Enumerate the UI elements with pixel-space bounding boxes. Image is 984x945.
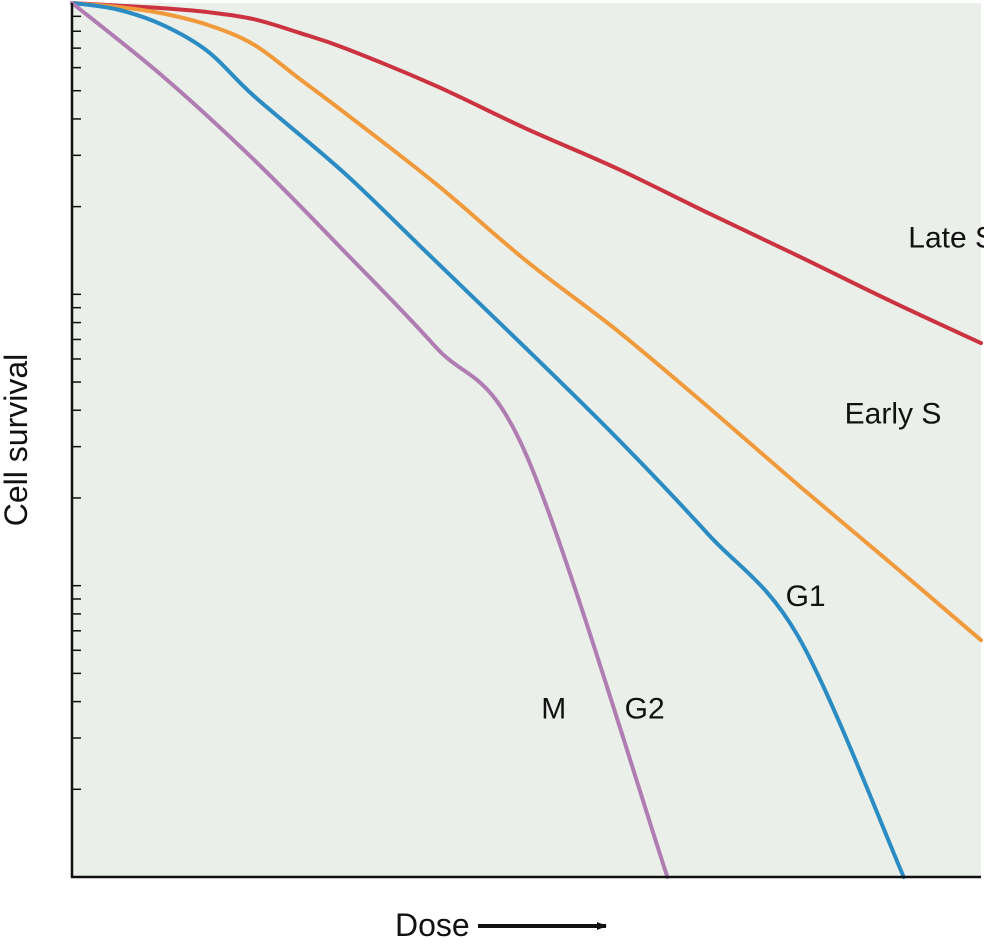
label-early-s: Early S [845, 398, 942, 431]
curve-g1 [70, 1, 906, 879]
label-m: M [541, 692, 566, 725]
plot-area [72, 3, 981, 877]
curve-labels: Late S Early S G1 M G2 [541, 221, 984, 725]
curve-late-s [70, 1, 983, 346]
survival-curves [70, 1, 983, 879]
curve-early-s [70, 1, 983, 643]
y-axis-ticks [72, 2, 81, 791]
label-g1: G1 [786, 580, 826, 613]
y-axis-title: Cell survival [0, 354, 34, 526]
x-axis-title: Dose [395, 907, 470, 943]
label-late-s: Late S [908, 221, 984, 254]
curve-m [70, 1, 670, 879]
label-g2: G2 [625, 692, 665, 725]
